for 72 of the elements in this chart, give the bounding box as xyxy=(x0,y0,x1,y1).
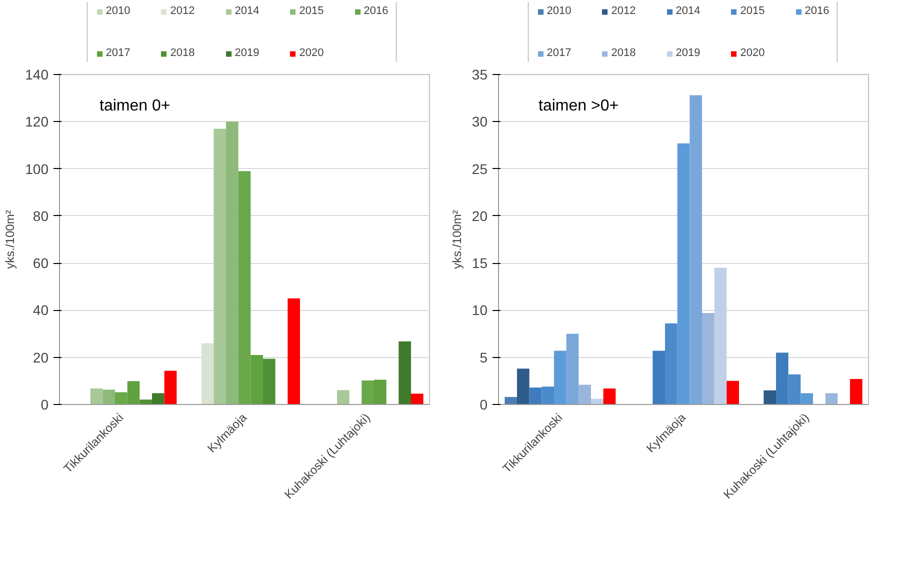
legend-label: 2018 xyxy=(611,47,636,59)
legend-label: 2016 xyxy=(804,5,830,17)
bar xyxy=(288,298,300,404)
bar xyxy=(504,396,517,404)
y-tick-label: 25 xyxy=(472,160,488,177)
legend-label: 2012 xyxy=(611,5,636,17)
y-tick-label: 20 xyxy=(472,208,488,224)
bar xyxy=(140,400,152,404)
y-tick-label: 20 xyxy=(32,349,49,366)
legend-label: 2010 xyxy=(546,5,572,17)
bar xyxy=(411,394,424,404)
y-tick-label: 140 xyxy=(25,66,49,82)
bar xyxy=(337,390,350,404)
legend-label: 2014 xyxy=(234,5,260,17)
y-tick-label: 15 xyxy=(472,255,488,272)
legend-label: 2015 xyxy=(740,5,765,17)
bar xyxy=(578,384,591,404)
y-tick-label: 10 xyxy=(472,302,488,318)
bar xyxy=(714,268,727,404)
bar xyxy=(652,350,665,404)
y-tick-label: 0 xyxy=(40,396,49,412)
y-tick-label: 80 xyxy=(32,208,49,224)
legend-label: 2020 xyxy=(740,47,765,59)
bar xyxy=(825,393,838,404)
annotation: taimen >0+ xyxy=(538,98,619,114)
legend-label: 2010 xyxy=(106,5,130,17)
bar xyxy=(398,341,411,404)
y-tick-label: 100 xyxy=(25,160,49,177)
legend-label: 2016 xyxy=(364,5,388,17)
y-tick-label: 0 xyxy=(480,396,488,412)
bar xyxy=(677,143,690,404)
bar xyxy=(90,388,103,404)
bar xyxy=(214,128,226,404)
legend-label: 2017 xyxy=(546,47,572,59)
legend-label: 2019 xyxy=(676,47,700,59)
bar xyxy=(263,358,276,404)
y-tick-label: 40 xyxy=(32,302,49,318)
bar xyxy=(591,398,604,404)
bar xyxy=(152,393,164,404)
bar xyxy=(554,350,566,404)
y-tick-label: 30 xyxy=(472,114,488,130)
legend-label: 2017 xyxy=(106,47,130,59)
bar xyxy=(542,386,554,404)
bar xyxy=(702,313,714,404)
bar xyxy=(517,368,530,404)
bar xyxy=(690,95,702,404)
bar xyxy=(665,323,678,404)
bar xyxy=(850,379,862,404)
bar xyxy=(102,390,115,404)
y-tick-label: 5 xyxy=(480,349,488,366)
legend-label: 2019 xyxy=(234,47,260,59)
legend-label: 2012 xyxy=(170,5,195,17)
bar xyxy=(566,334,579,404)
bar xyxy=(529,388,542,404)
bar xyxy=(226,122,238,404)
bar xyxy=(764,390,776,404)
legend-label: 2020 xyxy=(299,47,324,59)
annotation: taimen 0+ xyxy=(100,98,170,114)
bar xyxy=(164,370,177,404)
y-tick-label: 120 xyxy=(25,114,49,130)
bar xyxy=(776,352,788,404)
legend-label: 2015 xyxy=(299,5,324,17)
y-axis-title: yks./100m² xyxy=(3,210,18,269)
bar xyxy=(603,388,616,404)
y-tick-label: 60 xyxy=(32,255,49,272)
legend-label: 2014 xyxy=(676,5,700,17)
y-tick-label: 35 xyxy=(472,66,488,82)
legend-label: 2018 xyxy=(170,47,195,59)
bar xyxy=(726,380,739,404)
bar xyxy=(800,393,813,404)
bar xyxy=(788,374,801,404)
y-axis-title: yks./100m² xyxy=(450,210,464,269)
